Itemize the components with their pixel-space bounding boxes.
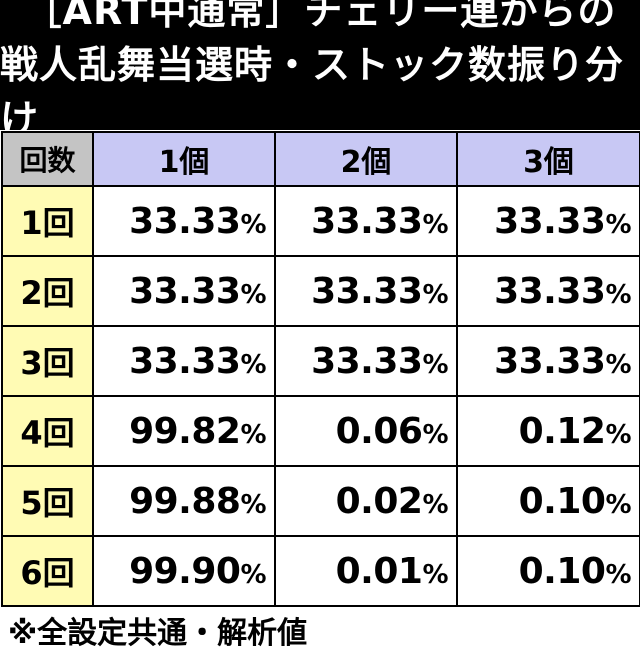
row-label: 4回 [1,395,94,467]
cell-value: 33.33 [311,340,423,382]
table-row: 3回 33.33% 33.33% 33.33% [1,325,640,397]
cell-value: 33.33 [311,270,423,312]
table-cell: 99.90% [92,535,276,607]
cell-value: 33.33 [129,200,241,242]
table-cell: 33.33% [274,185,458,257]
cell-unit: % [605,209,631,240]
table-cell: 0.01% [274,535,458,607]
table-cell: 99.88% [92,465,276,537]
table-cell: 0.02% [274,465,458,537]
table-row: 4回 99.82% 0.06% 0.12% [1,395,640,467]
cell-value: 99.88 [129,480,241,522]
cell-unit: % [605,419,631,450]
cell-value: 99.90 [129,550,241,592]
cell-value: 0.10 [518,550,606,592]
cell-unit: % [605,279,631,310]
title-line-2: 戦人乱舞当選時・ストック数振り分け [0,43,625,141]
table-cell: 33.33% [456,255,640,327]
cell-value: 33.33 [311,200,423,242]
cell-unit: % [240,279,266,310]
cell-value: 33.33 [494,340,606,382]
cell-value: 33.33 [129,340,241,382]
table-cell: 33.33% [274,255,458,327]
row-label: 6回 [1,535,94,607]
cell-unit: % [605,489,631,520]
cell-unit: % [240,209,266,240]
cell-unit: % [605,559,631,590]
cell-value: 0.02 [335,480,423,522]
table-cell: 0.12% [456,395,640,467]
title-banner: ［ART中通常］チェリー連からの 戦人乱舞当選時・ストック数振り分け [0,0,640,141]
cell-value: 0.01 [335,550,423,592]
table-row: 6回 99.90% 0.01% 0.10% [1,535,640,607]
cell-value: 0.06 [335,410,423,452]
table-cell: 33.33% [456,185,640,257]
cell-unit: % [240,559,266,590]
header-count-label: 回数 [1,131,94,187]
row-label: 5回 [1,465,94,537]
row-label: 1回 [1,185,94,257]
cell-unit: % [422,419,448,450]
table-cell: 99.82% [92,395,276,467]
table-cell: 33.33% [456,325,640,397]
cell-unit: % [240,349,266,380]
cell-unit: % [422,349,448,380]
table-row: 2回 33.33% 33.33% 33.33% [1,255,640,327]
header-column-2: 2個 [274,131,458,187]
cell-value: 99.82 [129,410,241,452]
table-cell: 0.10% [456,535,640,607]
cell-unit: % [422,559,448,590]
cell-value: 33.33 [494,270,606,312]
cell-unit: % [605,349,631,380]
table-row: 1回 33.33% 33.33% 33.33% [1,185,640,257]
title-line-1: ［ART中通常］チェリー連からの [23,0,617,33]
header-column-3: 3個 [456,131,640,187]
table-cell: 0.06% [274,395,458,467]
header-column-1: 1個 [92,131,276,187]
table-cell: 0.10% [456,465,640,537]
cell-value: 0.10 [518,480,606,522]
table-cell: 33.33% [92,325,276,397]
cell-unit: % [240,419,266,450]
cell-value: 33.33 [494,200,606,242]
cell-unit: % [422,489,448,520]
table-cell: 33.33% [92,255,276,327]
cell-value: 33.33 [129,270,241,312]
cell-unit: % [422,209,448,240]
row-label: 3回 [1,325,94,397]
table-cell: 33.33% [274,325,458,397]
cell-unit: % [240,489,266,520]
row-label: 2回 [1,255,94,327]
table-row: 5回 99.88% 0.02% 0.10% [1,465,640,537]
stock-distribution-table: 回数 1個 2個 3個 1回 33.33% 33.33% 33.33% 2回 3… [1,131,640,607]
cell-unit: % [422,279,448,310]
footnote: ※全設定共通・解析値 [8,616,308,651]
table-header-row: 回数 1個 2個 3個 [1,131,640,187]
cell-value: 0.12 [518,410,606,452]
table-cell: 33.33% [92,185,276,257]
